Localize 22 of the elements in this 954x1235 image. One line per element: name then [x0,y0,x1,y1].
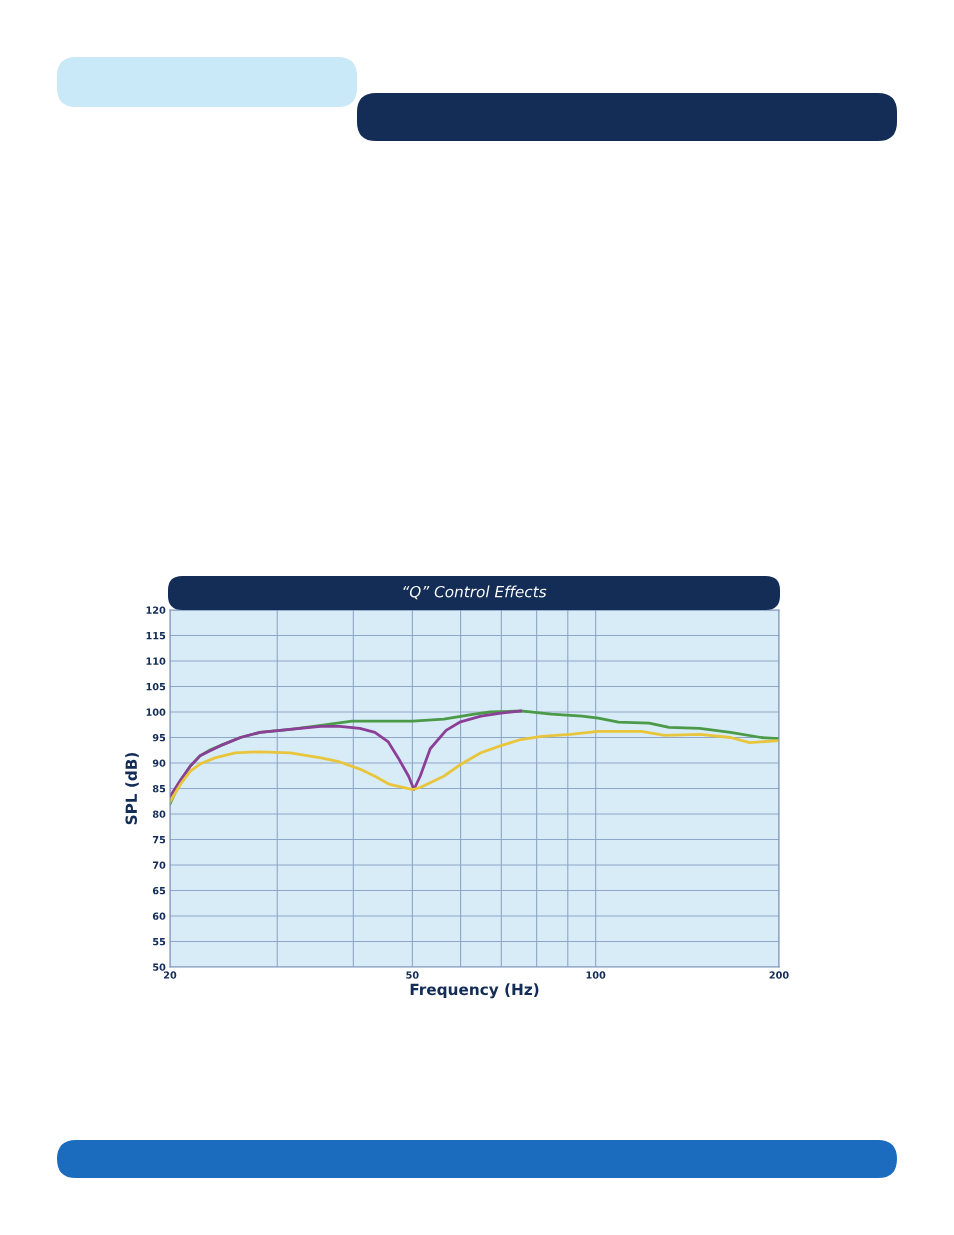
y-tick-label: 50 [153,963,166,971]
x-tick-label: 200 [769,971,789,979]
y-tick-label: 55 [153,938,166,946]
y-axis-title: SPL (dB) [125,752,139,825]
y-tick-label: 120 [146,606,166,614]
y-tick-label: 75 [152,836,166,844]
y-tick-label: 105 [146,682,166,691]
x-tick-label: 50 [406,971,419,979]
chart-title: “Q” Control Effects [403,585,547,600]
y-tick-label: 90 [152,759,166,767]
y-tick-label: 110 [146,657,166,665]
y-tick-label: 85 [152,784,166,793]
y-tick-label: 60 [152,912,166,920]
x-axis-title: Frequency (Hz) [410,983,539,999]
x-tick-label: 100 [586,971,606,979]
y-tick-label: 115 [146,632,166,640]
y-tick-label: 95 [152,733,166,742]
y-tick-label: 80 [152,810,166,818]
x-tick-label: 20 [164,971,177,979]
y-tick-label: 100 [146,708,166,716]
y-tick-label: 65 [152,886,166,895]
y-tick-label: 70 [152,861,166,869]
